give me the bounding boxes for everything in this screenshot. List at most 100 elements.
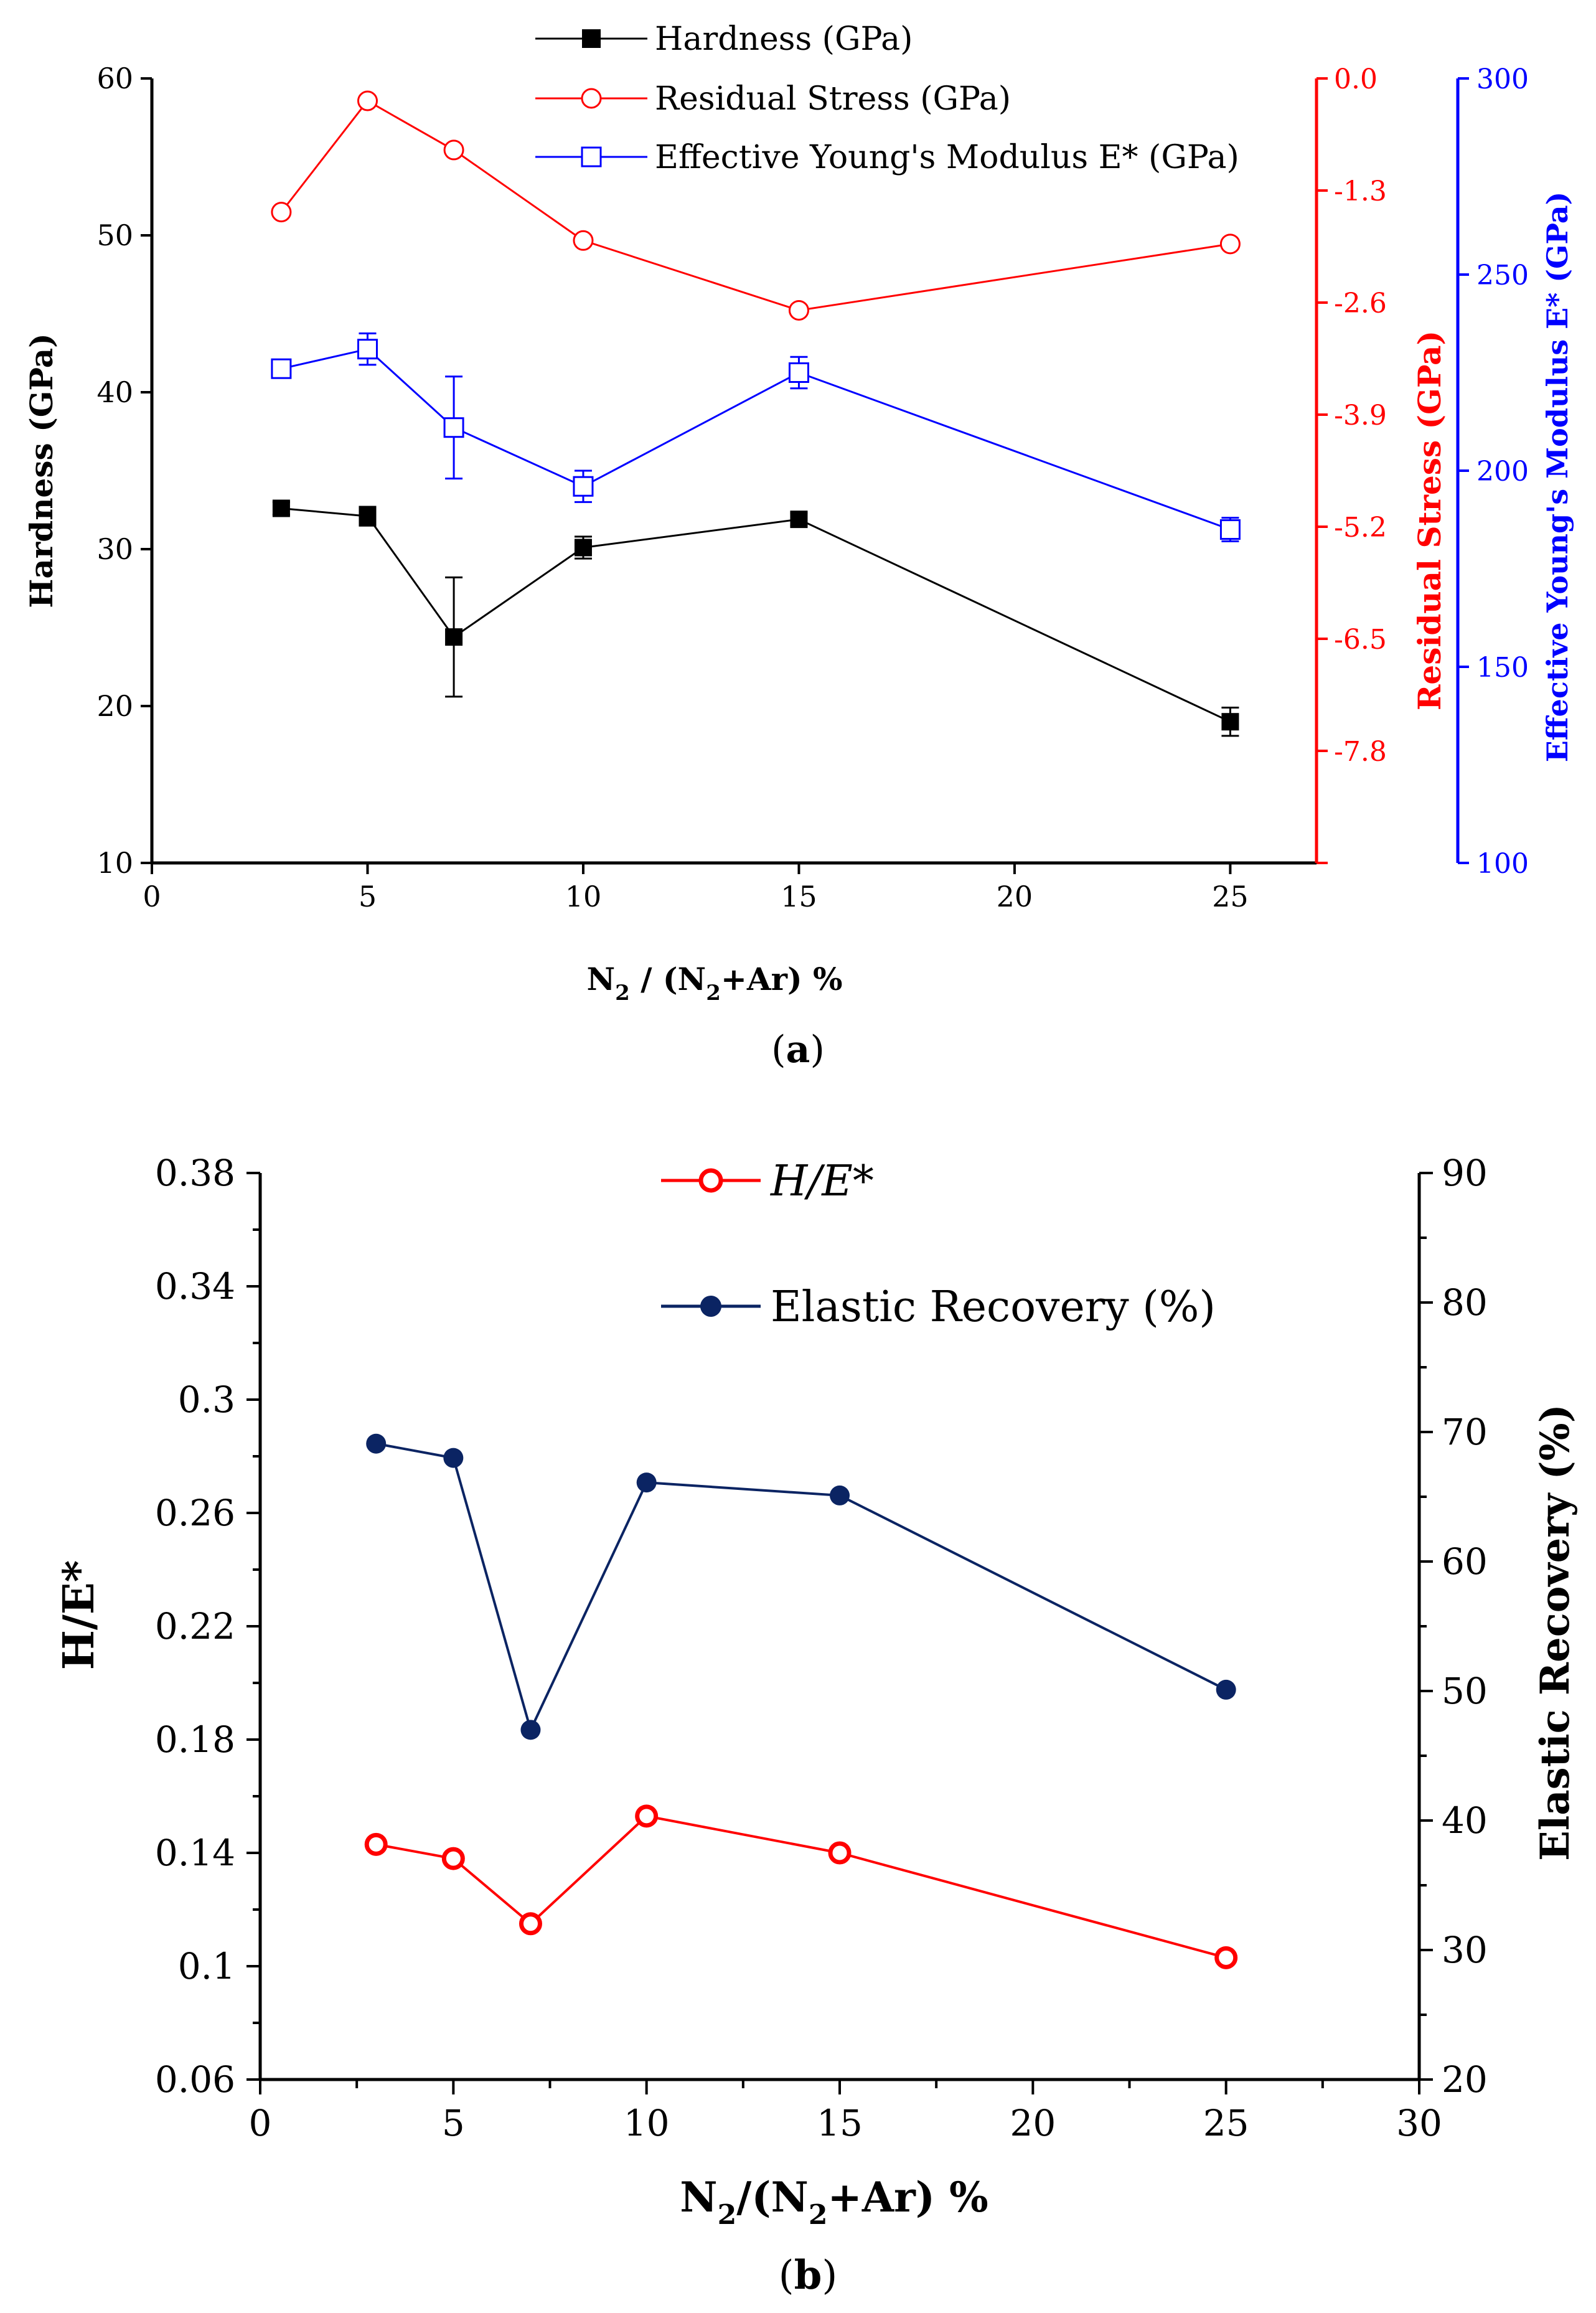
b-left-axis-label: H/E* — [54, 1560, 104, 1670]
b-x-tick-label: 10 — [624, 2102, 670, 2144]
b-x-tick-label: 5 — [442, 2102, 465, 2144]
a-point-stress — [443, 139, 464, 161]
a-point-modulus — [443, 417, 464, 438]
a-right1-tick-label: -5.2 — [1334, 512, 1387, 544]
a-right2-tick-label: 200 — [1476, 456, 1529, 488]
a-panel-label: (a) — [771, 1028, 825, 1072]
a-point-hardness — [574, 539, 592, 557]
a-point-stress — [271, 202, 292, 223]
a-left-tick-label: 30 — [96, 532, 133, 566]
panel-b: 0 5 10 15 20 25 30 0.06 0.1 0.14 0.18 0.22 0.26 0.3 0.… — [54, 1152, 1579, 2299]
b-point-elastic-recovery — [366, 1433, 387, 1454]
a-point-hardness — [1221, 713, 1239, 731]
b-point-elastic-recovery — [443, 1448, 464, 1468]
b-ticks: 0 5 10 15 20 25 30 0.06 0.1 0.14 0.18 0.22 0.26 0.3 0.… — [155, 1152, 1488, 2144]
a-legend: Hardness (GPa) Residual Stress (GPa) Eff… — [535, 21, 1239, 176]
b-point-elastic-recovery — [636, 1472, 657, 1493]
legend-er-marker — [700, 1296, 721, 1317]
a-point-hardness — [359, 507, 377, 525]
b-right-tick-label: 90 — [1442, 1152, 1488, 1194]
a-point-stress — [357, 90, 378, 111]
b-point-h-over-e — [1214, 1946, 1238, 1969]
b-series-line-0 — [375, 1814, 1227, 1959]
a-left-tick-label: 60 — [96, 62, 133, 95]
b-right-tick-label: 20 — [1442, 2058, 1488, 2101]
a-left-tick-label: 40 — [96, 375, 133, 409]
b-right-tick-label: 80 — [1442, 1281, 1488, 1324]
b-panel-label: (b) — [779, 2252, 838, 2299]
a-series — [271, 90, 1241, 737]
legend-stress-label: Residual Stress (GPa) — [655, 80, 1011, 118]
b-point-elastic-recovery — [1216, 1679, 1236, 1700]
a-point-hardness — [272, 499, 290, 517]
a-x-tick-label: 5 — [359, 880, 377, 913]
a-point-modulus — [788, 362, 809, 383]
legend-he-label: H/E* — [769, 1157, 874, 1206]
legend-hardness-marker — [582, 29, 601, 48]
a-point-stress — [573, 230, 594, 251]
a-left-tick-label: 20 — [96, 689, 133, 723]
legend-stress-marker — [581, 88, 602, 109]
a-point-modulus — [1219, 519, 1241, 540]
a-right2-axis-label: Effective Young's Modulus E* (GPa) — [1541, 192, 1574, 763]
a-series-line-2 — [281, 348, 1231, 530]
b-x-tick-label: 20 — [1010, 2102, 1056, 2144]
a-right2-tick-label: 250 — [1476, 260, 1529, 291]
a-x-axis-label: N2 / (N2+Ar) % — [586, 961, 842, 1006]
a-point-modulus — [357, 339, 378, 360]
a-right1-tick-label: 0.0 — [1334, 64, 1378, 95]
b-point-elastic-recovery — [830, 1485, 850, 1505]
a-right1-tick-label: -6.5 — [1334, 624, 1387, 656]
b-x-tick-label: 30 — [1396, 2102, 1442, 2144]
b-series-line-1 — [375, 1442, 1227, 1734]
a-right2-tick-label: 100 — [1476, 848, 1529, 880]
a-left-tick-label: 50 — [96, 219, 133, 252]
b-x-tick-label: 0 — [249, 2102, 272, 2144]
a-left-axis-label: Hardness (GPa) — [23, 333, 60, 608]
b-point-h-over-e — [364, 1832, 388, 1856]
panel-a: 0 5 10 15 20 25 10 20 30 40 50 60 0.0 -1.3 -2.6 -3.9 -5.… — [23, 21, 1574, 1072]
a-ticks: 0 5 10 15 20 25 10 20 30 40 50 60 0.0 -1.3 -2.6 -3.9 -5.… — [96, 62, 1529, 913]
b-series — [364, 1433, 1238, 1969]
a-right2-tick-label: 150 — [1476, 652, 1529, 684]
b-right-tick-label: 60 — [1442, 1540, 1488, 1583]
b-x-tick-label: 25 — [1203, 2102, 1249, 2144]
b-left-tick-label: 0.1 — [178, 1945, 235, 1987]
a-point-hardness — [790, 511, 808, 529]
b-point-h-over-e — [828, 1841, 852, 1865]
a-point-modulus — [271, 358, 292, 379]
b-left-tick-label: 0.22 — [155, 1605, 235, 1647]
b-right-tick-label: 40 — [1442, 1799, 1488, 1842]
a-x-tick-label: 20 — [997, 880, 1033, 913]
a-series-line-0 — [281, 507, 1231, 723]
a-right1-tick-label: -1.3 — [1334, 176, 1387, 207]
legend-hardness-label: Hardness (GPa) — [655, 21, 913, 58]
legend-er-label: Elastic Recovery (%) — [771, 1283, 1216, 1332]
a-x-tick-label: 10 — [565, 880, 602, 913]
a-right1-tick-label: -7.8 — [1334, 736, 1387, 768]
b-right-axis-label: Elastic Recovery (%) — [1532, 1404, 1579, 1861]
legend-modulus-label: Effective Young's Modulus E* (GPa) — [655, 139, 1239, 176]
a-right1-tick-label: -2.6 — [1334, 288, 1387, 319]
a-left-tick-label: 10 — [96, 846, 133, 880]
b-point-h-over-e — [519, 1912, 542, 1936]
b-point-h-over-e — [635, 1804, 659, 1828]
b-right-tick-label: 50 — [1442, 1670, 1488, 1712]
legend-he-marker — [698, 1168, 723, 1193]
a-x-tick-label: 0 — [143, 880, 161, 913]
b-legend: H/E* Elastic Recovery (%) — [661, 1157, 1216, 1332]
a-right2-tick-label: 300 — [1476, 64, 1529, 95]
a-series-line-1 — [280, 100, 1231, 311]
a-point-stress — [1219, 233, 1241, 255]
a-right1-tick-label: -3.9 — [1334, 400, 1387, 431]
b-left-tick-label: 0.3 — [178, 1378, 235, 1421]
b-right-tick-label: 70 — [1442, 1411, 1488, 1453]
b-point-elastic-recovery — [520, 1720, 541, 1740]
b-left-tick-label: 0.26 — [155, 1492, 235, 1534]
a-right1-axis-label: Residual Stress (GPa) — [1411, 331, 1448, 710]
b-left-tick-label: 0.38 — [155, 1152, 235, 1194]
b-left-tick-label: 0.18 — [155, 1718, 235, 1761]
a-point-stress — [788, 299, 809, 321]
legend-modulus-marker — [581, 146, 602, 167]
